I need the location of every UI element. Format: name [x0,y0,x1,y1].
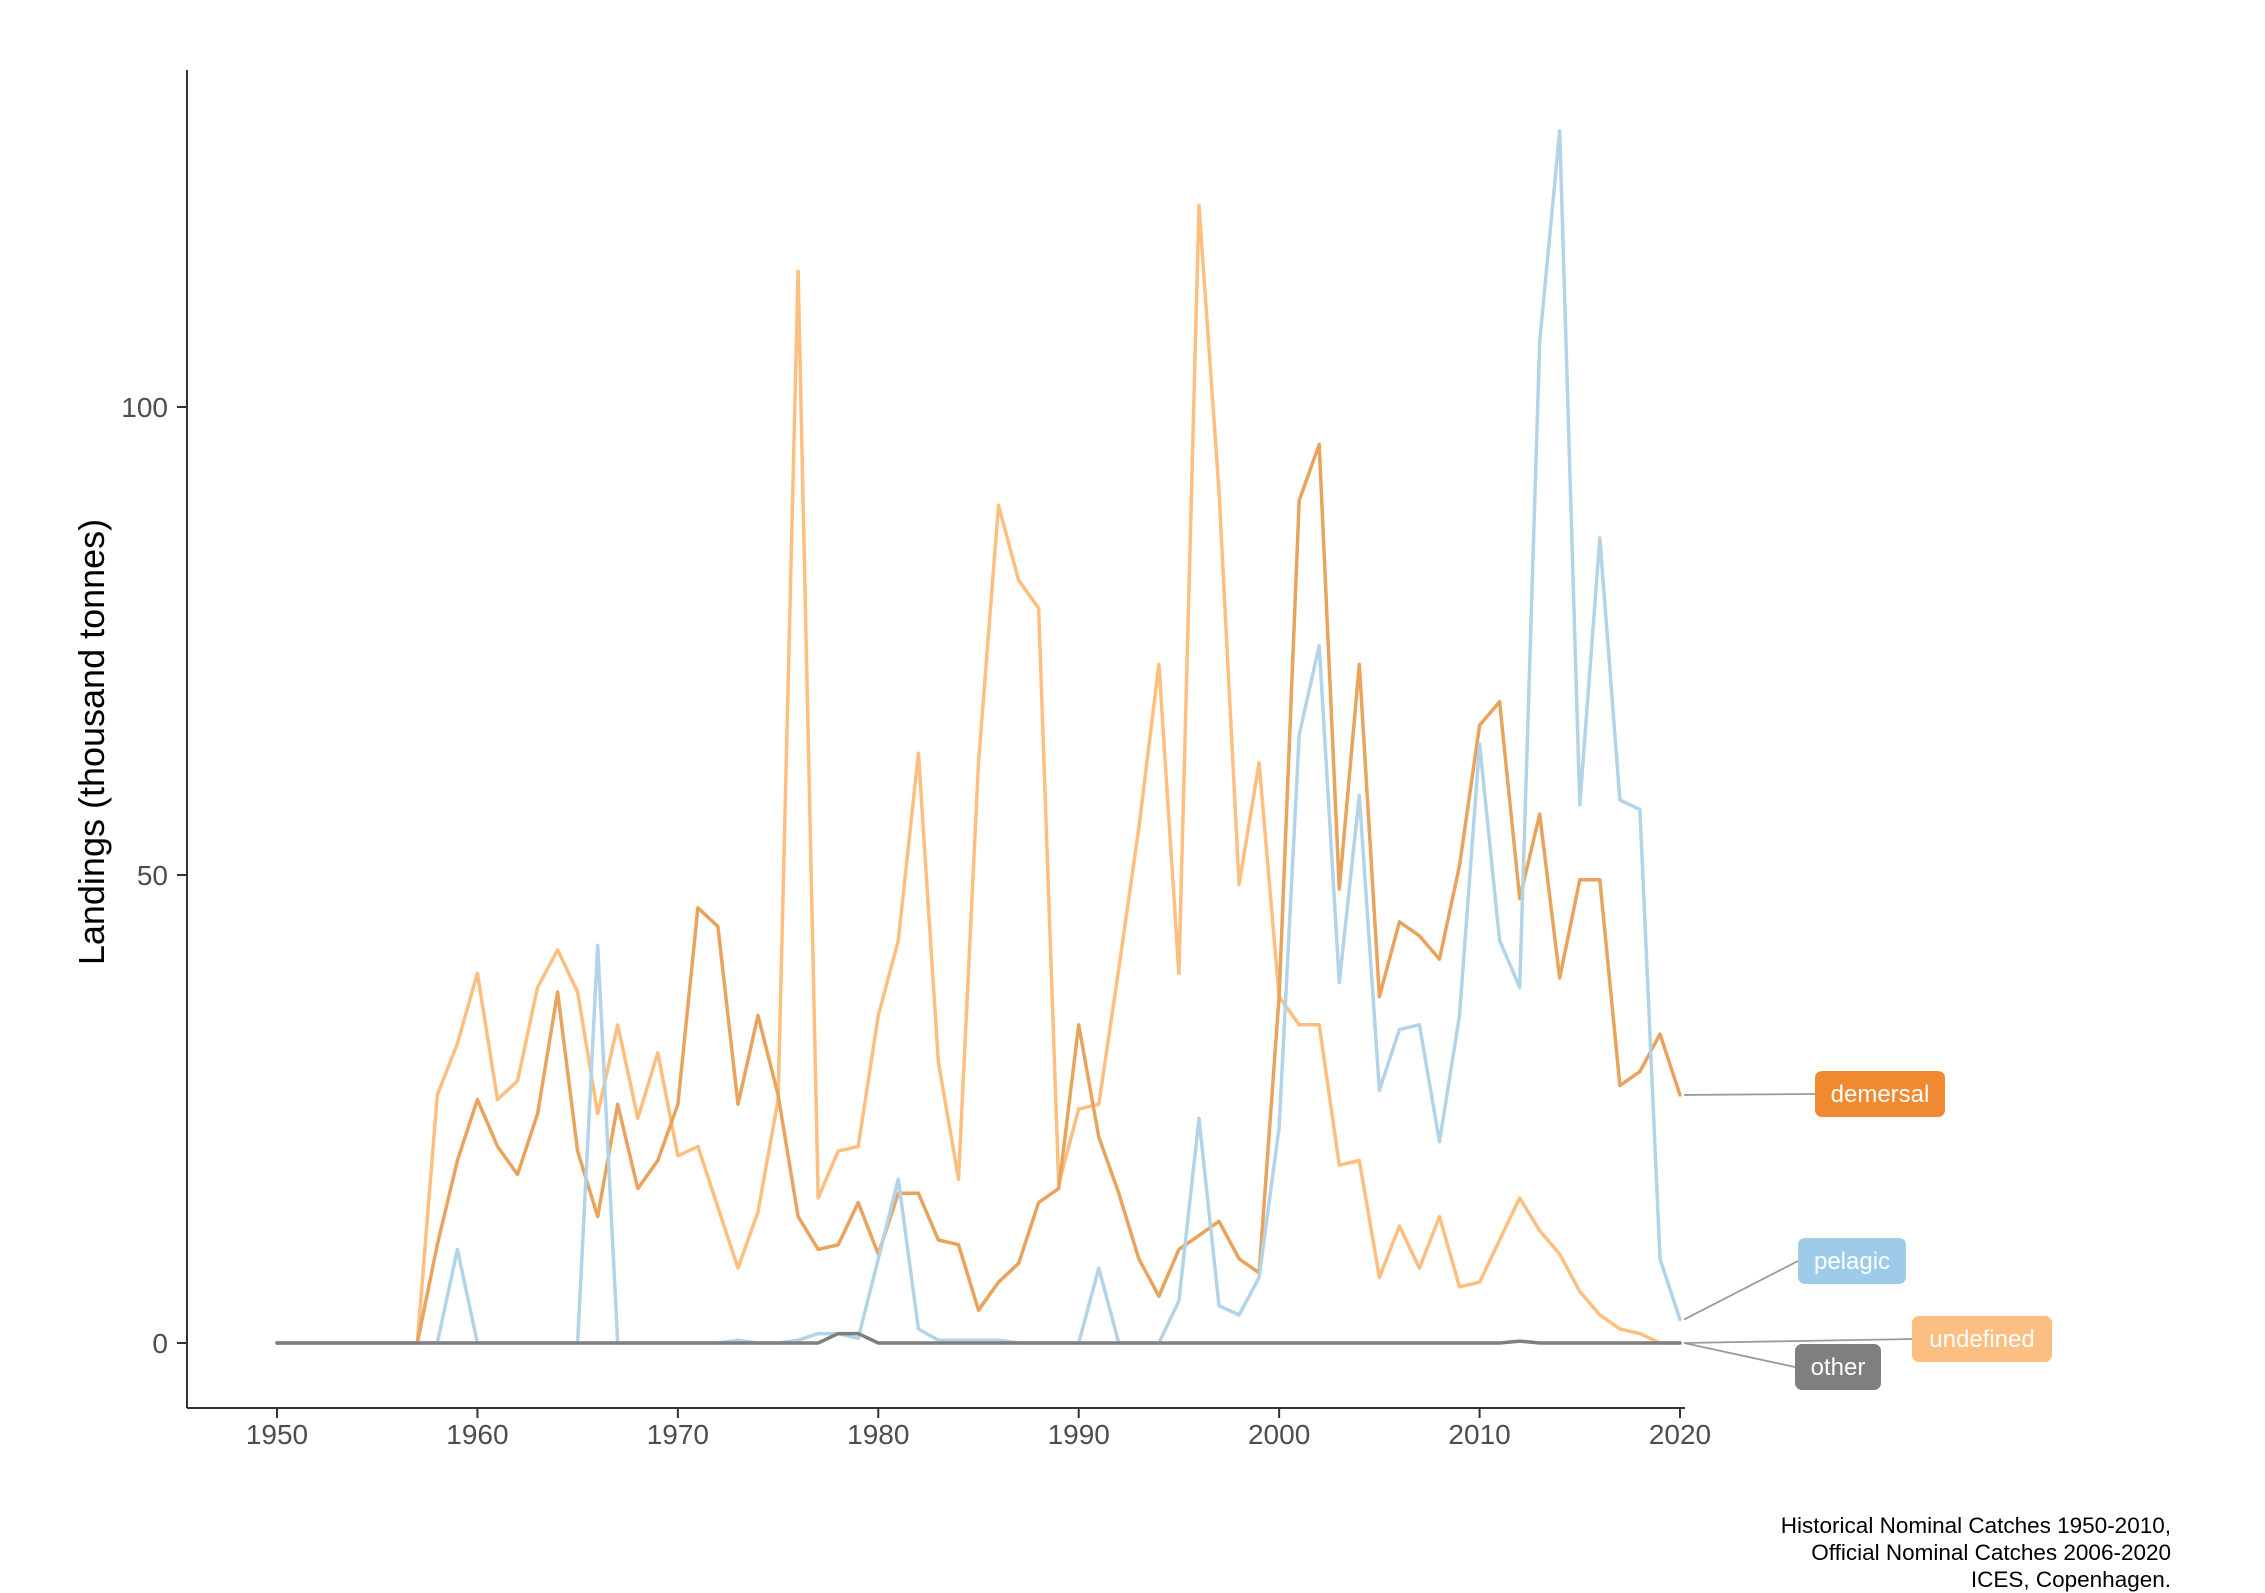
series-line-undefined [275,204,1682,1345]
leader-line-other [1683,1342,1796,1368]
x-tick-label: 1950 [246,1419,308,1450]
x-tick-label: 1990 [1048,1419,1110,1450]
x-tick-label: 2000 [1248,1419,1310,1450]
series-line-other [275,1331,1682,1345]
series-labels: demersal pelagic undefined other [1795,1071,2052,1390]
x-tick-label: 1980 [847,1419,909,1450]
label-text-demersal: demersal [1831,1081,1930,1108]
series-line-pelagic [275,129,1682,1345]
y-tick-label: 0 [152,1328,168,1359]
label-text-pelagic: pelagic [1814,1248,1890,1275]
label-leaders [1683,1093,1913,1368]
source-caption: Historical Nominal Catches 1950-2010, Of… [1271,1512,2171,1593]
series-lines [275,129,1682,1345]
ticks: 1950 1960 1970 1980 1990 2000 2010 2020 0 50 100 [121,392,1711,1450]
x-tick-label: 2010 [1448,1419,1510,1450]
label-box-other [1795,1344,1881,1390]
x-tick-label: 2020 [1649,1419,1711,1450]
label-text-other: other [1811,1354,1866,1381]
x-tick-label: 1960 [446,1419,508,1450]
label-box-demersal [1815,1071,1945,1117]
label-text-undefined: undefined [1929,1326,2034,1353]
axes [186,70,1685,1409]
leader-line-undefined [1683,1338,1913,1344]
caption-line-3: ICES, Copenhagen. [1970,1567,2171,1592]
leader-line-pelagic [1683,1260,1799,1321]
series-line-demersal [275,442,1682,1345]
label-box-pelagic [1798,1238,1906,1284]
y-axis-title: Landings (thousand tonnes) [71,519,112,965]
label-box-undefined [1912,1316,2052,1362]
caption-line-2: Official Nominal Catches 2006-2020 [1811,1540,2171,1565]
y-tick-label: 50 [137,860,168,891]
x-tick-label: 1970 [647,1419,709,1450]
caption-line-1: Historical Nominal Catches 1950-2010, [1780,1513,2171,1538]
y-tick-label: 100 [121,392,168,423]
leader-line-demersal [1683,1093,1816,1096]
